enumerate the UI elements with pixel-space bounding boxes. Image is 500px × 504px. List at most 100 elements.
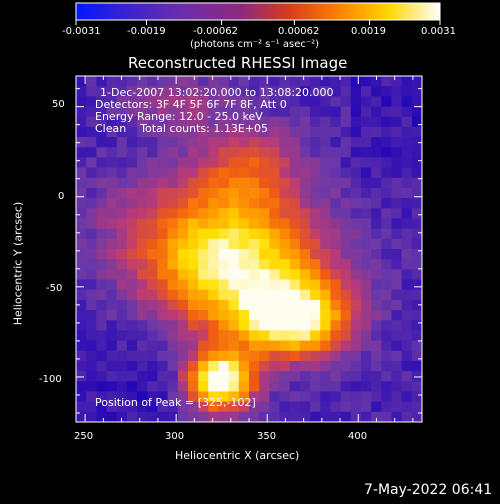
heatmap-cell [279, 238, 291, 250]
heatmap-cell [76, 116, 87, 128]
heatmap-cell [391, 330, 403, 341]
heatmap-cell [269, 279, 280, 291]
heatmap-cell [381, 76, 392, 87]
heatmap-cell [249, 86, 260, 97]
heatmap-cell [299, 381, 311, 392]
heatmap-cell [177, 371, 189, 382]
heatmap-cell [198, 86, 209, 97]
heatmap-cell [289, 360, 301, 372]
heatmap-cell [340, 147, 352, 158]
heatmap-cell [340, 198, 352, 209]
heatmap-cell [76, 401, 87, 413]
heatmap-cell [320, 228, 331, 240]
heatmap-cell [208, 411, 219, 422]
heatmap-cell [259, 310, 270, 321]
heatmap-cell [320, 249, 331, 260]
heatmap-cell [116, 157, 128, 168]
heatmap-cell [360, 381, 372, 392]
heatmap-cell [76, 360, 87, 372]
heatmap-cell [208, 259, 219, 270]
heatmap-cell [310, 249, 321, 260]
heatmap-cell [86, 381, 97, 392]
heatmap-cell [269, 126, 280, 138]
heatmap-cell [259, 157, 270, 168]
heatmap-cell [106, 259, 118, 270]
heatmap-cell [360, 289, 372, 301]
heatmap-cell [76, 137, 87, 148]
heatmap-cell [360, 249, 372, 260]
heatmap-cell [269, 249, 280, 260]
heatmap-cell [330, 116, 341, 128]
heatmap-cell [137, 381, 148, 392]
heatmap-cell [218, 340, 230, 352]
heatmap-cell [279, 259, 291, 270]
heatmap-cell [350, 76, 362, 87]
heatmap-cell [340, 126, 352, 138]
heatmap-cell [238, 299, 250, 311]
heatmap-cell [279, 218, 291, 230]
heatmap-cell [147, 249, 158, 260]
heatmap-cell [106, 137, 118, 148]
heatmap-cell [411, 208, 422, 219]
heatmap-cell [137, 340, 148, 352]
heatmap-cell [86, 269, 97, 280]
heatmap-cell [411, 299, 422, 311]
heatmap-cell [208, 228, 219, 240]
heatmap-cell [218, 208, 230, 219]
heatmap-cell [289, 411, 301, 422]
heatmap-cell [86, 330, 97, 341]
heatmap-cell [249, 228, 260, 240]
heatmap-cell [371, 381, 382, 392]
heatmap-cell [147, 147, 158, 158]
heatmap-cell [391, 228, 403, 240]
heatmap-cell [391, 360, 403, 372]
heatmap-cell [330, 177, 341, 189]
heatmap-cell [340, 340, 352, 352]
heatmap-cell [360, 228, 372, 240]
heatmap-cell [157, 218, 168, 230]
heatmap-cell [289, 259, 301, 270]
heatmap-cell [147, 238, 158, 250]
heatmap-cell [167, 391, 179, 403]
heatmap-cell [391, 137, 403, 148]
heatmap-cell [218, 228, 230, 240]
heatmap-cell [279, 147, 291, 158]
heatmap-cell [238, 279, 250, 291]
heatmap-cell [330, 371, 341, 382]
heatmap-cell [371, 137, 382, 148]
heatmap-cell [96, 391, 107, 403]
heatmap-cell [198, 218, 209, 230]
heatmap-cell [228, 360, 240, 372]
heatmap-cell [249, 259, 260, 270]
heatmap-cell [259, 238, 270, 250]
heatmap-cell [259, 86, 270, 97]
heatmap-cell [177, 381, 189, 392]
heatmap-cell [320, 198, 331, 209]
heatmap-cell [126, 116, 138, 128]
heatmap-cell [259, 279, 270, 291]
heatmap-cell [228, 187, 240, 199]
heatmap-cell [320, 218, 331, 230]
heatmap-cell [177, 249, 189, 260]
heatmap-cell [350, 381, 362, 392]
heatmap-cell [116, 116, 128, 128]
heatmap-cell [289, 218, 301, 230]
heatmap-cell [350, 360, 362, 372]
heatmap-cell [157, 198, 168, 209]
heatmap-cell [269, 299, 280, 311]
heatmap-cell [411, 198, 422, 209]
heatmap-cell [76, 350, 87, 362]
heatmap-cell [238, 187, 250, 199]
heatmap-cell [208, 167, 219, 179]
heatmap-cell [137, 198, 148, 209]
heatmap-cell [401, 86, 413, 97]
heatmap-cell [76, 299, 87, 311]
heatmap-cell [96, 76, 107, 87]
heatmap-cell [157, 208, 168, 219]
heatmap-cell [330, 86, 341, 97]
heatmap-cell [106, 411, 118, 422]
heatmap-cell [279, 310, 291, 321]
heatmap-cell [310, 289, 321, 301]
heatmap-cell [177, 310, 189, 321]
heatmap-cell [411, 218, 422, 230]
